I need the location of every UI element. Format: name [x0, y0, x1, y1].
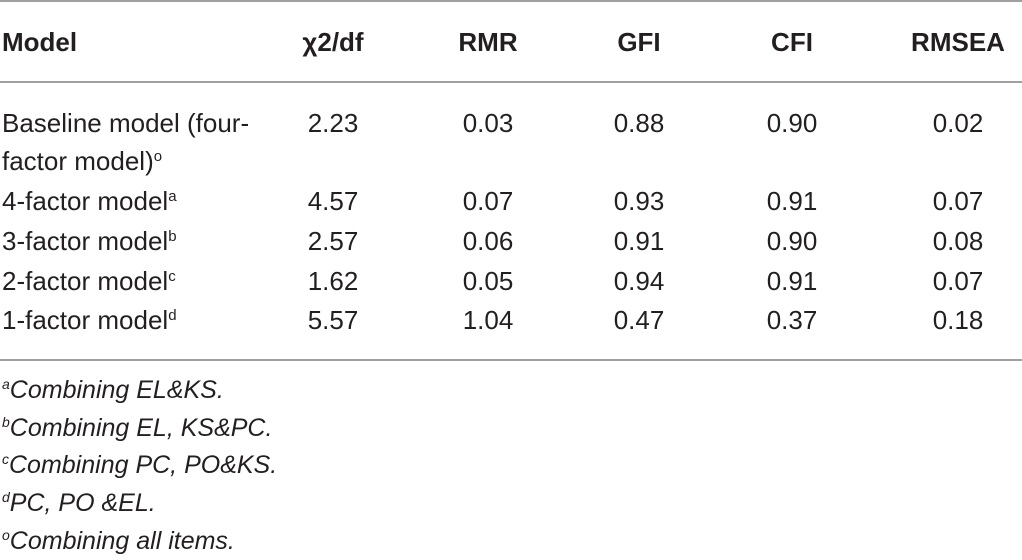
footnote-text: Combining PC, PO&KS.: [9, 451, 278, 480]
value-cell: 0.94: [613, 266, 665, 296]
value-cell: 0.90: [766, 226, 818, 256]
value-cell: 0.18: [932, 305, 984, 335]
value-cell: 0.07: [462, 186, 514, 216]
model-name: Baseline model (four-factor model): [2, 108, 250, 176]
footnote-text: Combining EL, KS&PC.: [9, 413, 273, 442]
value-cell: 0.07: [932, 186, 984, 216]
value-cell: 5.57: [307, 305, 359, 335]
model-cell: 1-factor modeld: [2, 301, 264, 339]
value-cell: 0.06: [462, 226, 514, 256]
note-mark: b: [168, 228, 177, 245]
model-name: 4-factor model: [2, 186, 169, 216]
footnote-text: PC, PO &EL.: [9, 489, 156, 518]
header-rule: [0, 81, 1022, 83]
column-header: RMSEA: [911, 27, 1005, 57]
value-cell: 2.23: [307, 108, 359, 138]
column-header: CFI: [771, 27, 813, 57]
footnote-text: Combining EL&KS.: [9, 376, 224, 404]
value-cell: 0.08: [932, 226, 984, 256]
note-mark: a: [168, 188, 177, 205]
bottom-rule: [0, 359, 1022, 361]
model-cell: 4-factor modela: [2, 182, 264, 220]
note-mark: c: [168, 268, 176, 285]
column-header: RMR: [458, 27, 518, 57]
footnote: oCombining all items.: [2, 523, 235, 559]
value-cell: 1.04: [462, 305, 514, 335]
model-cell: Baseline model (four-factor model)o: [2, 104, 264, 180]
column-header: χ2/df: [302, 27, 364, 57]
value-cell: 0.91: [766, 266, 818, 296]
value-cell: 0.91: [613, 226, 665, 256]
value-cell: 0.88: [613, 108, 665, 138]
value-cell: 0.91: [766, 186, 818, 216]
model-name: 3-factor model: [2, 226, 169, 256]
value-cell: 0.02: [932, 108, 984, 138]
value-cell: 0.47: [613, 305, 665, 335]
value-cell: 0.37: [766, 305, 818, 335]
footnote-text: Combining all items.: [9, 526, 235, 555]
footnote-mark: c: [2, 451, 9, 468]
model-cell: 3-factor modelb: [2, 222, 264, 260]
value-cell: 0.90: [766, 108, 818, 138]
note-mark: d: [168, 307, 177, 324]
value-cell: 0.93: [613, 186, 665, 216]
value-cell: 4.57: [307, 186, 359, 216]
footnote: bCombining EL, KS&PC.: [2, 410, 272, 446]
value-cell: 2.57: [307, 226, 359, 256]
column-header: Model: [2, 27, 78, 57]
footnote-mark: d: [2, 489, 10, 506]
footnote-mark: a: [2, 376, 10, 392]
footnote: cCombining PC, PO&KS.: [2, 447, 277, 483]
value-cell: 0.07: [932, 266, 984, 296]
value-cell: 0.05: [462, 266, 514, 296]
footnote: aCombining EL&KS.: [2, 372, 224, 408]
value-cell: 0.03: [462, 108, 514, 138]
model-name: 1-factor model: [2, 305, 169, 335]
footnote-mark: o: [2, 526, 10, 543]
value-cell: 1.62: [307, 266, 359, 296]
top-rule: [0, 0, 1022, 2]
footnote: dPC, PO &EL.: [2, 485, 156, 521]
column-header: GFI: [617, 27, 661, 57]
note-mark: o: [153, 148, 163, 165]
model-cell: 2-factor modelc: [2, 262, 264, 300]
model-name: 2-factor model: [2, 266, 169, 296]
footnote-mark: b: [2, 413, 10, 430]
